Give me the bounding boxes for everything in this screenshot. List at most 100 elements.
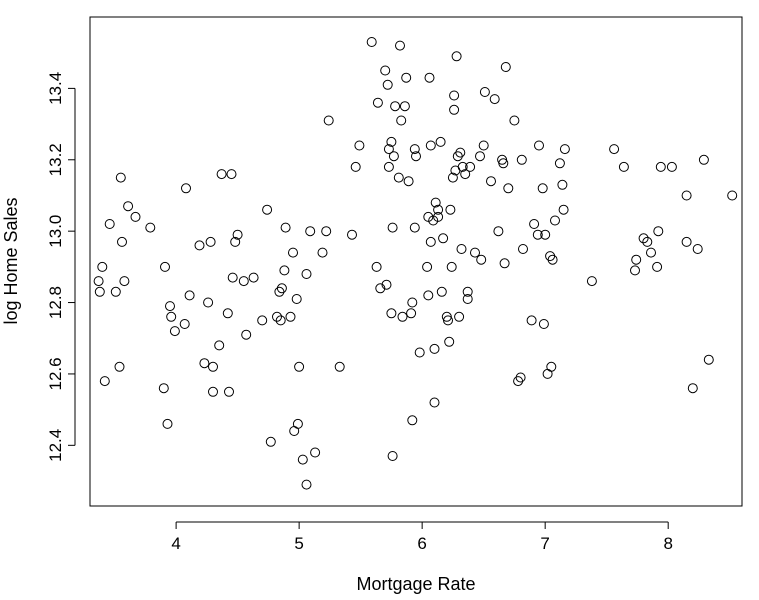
- data-point: [285, 311, 296, 322]
- data-point: [166, 311, 177, 322]
- data-point: [248, 272, 259, 283]
- data-point: [274, 286, 285, 297]
- data-point: [119, 276, 130, 287]
- data-point: [386, 308, 397, 319]
- data-point: [158, 383, 169, 394]
- data-point: [386, 136, 397, 147]
- data-point: [455, 147, 466, 158]
- data-point: [275, 315, 286, 326]
- data-point: [407, 415, 418, 426]
- data-point: [354, 140, 365, 151]
- data-point: [618, 161, 629, 172]
- data-point: [321, 226, 332, 237]
- data-point: [454, 311, 465, 322]
- data-point: [532, 229, 543, 240]
- data-point: [181, 183, 191, 194]
- data-point: [310, 447, 321, 458]
- data-point: [208, 361, 218, 372]
- data-point: [383, 161, 394, 172]
- data-point: [94, 286, 105, 297]
- y-tick-label: 13.4: [46, 72, 65, 105]
- data-point: [279, 265, 290, 276]
- data-point: [130, 211, 141, 222]
- x-tick-label: 5: [294, 534, 303, 553]
- data-point: [537, 183, 548, 194]
- data-point: [540, 229, 551, 240]
- data-point: [334, 361, 345, 372]
- data-point: [292, 418, 303, 429]
- data-point: [226, 169, 237, 180]
- data-point: [145, 222, 156, 233]
- data-point: [203, 297, 214, 308]
- data-point: [179, 319, 190, 329]
- data-point: [375, 283, 386, 294]
- data-point: [371, 261, 382, 272]
- data-point: [93, 276, 104, 287]
- data-point: [435, 136, 446, 147]
- data-point: [478, 140, 489, 151]
- data-point: [280, 222, 291, 233]
- data-point: [456, 244, 467, 254]
- data-point: [262, 204, 273, 215]
- data-point: [222, 308, 233, 319]
- x-axis: 4 5 6 7 8: [171, 521, 673, 553]
- data-point: [558, 204, 569, 215]
- data-point: [681, 236, 692, 247]
- data-point: [554, 158, 565, 169]
- data-point: [399, 101, 410, 112]
- data-point: [465, 161, 476, 172]
- data-point: [692, 244, 703, 254]
- data-point: [347, 229, 357, 240]
- data-point: [387, 451, 398, 461]
- data-point: [238, 276, 249, 287]
- data-point: [276, 283, 287, 294]
- data-point: [214, 340, 225, 351]
- data-point: [457, 161, 468, 172]
- data-point: [515, 372, 526, 383]
- data-point: [500, 62, 511, 72]
- data-point: [429, 397, 440, 408]
- data-point: [323, 115, 334, 126]
- data-point: [449, 90, 460, 101]
- data-point: [350, 161, 361, 172]
- data-point: [460, 169, 471, 180]
- data-point: [425, 140, 436, 151]
- data-point: [666, 161, 677, 172]
- data-point: [479, 87, 490, 97]
- data-point: [449, 104, 460, 115]
- data-point: [470, 247, 480, 258]
- data-point: [401, 72, 412, 83]
- data-point: [294, 361, 305, 372]
- x-axis-label: Mortgage Rate: [356, 574, 475, 594]
- data-point: [387, 222, 398, 233]
- data-point: [652, 261, 663, 272]
- data-point: [513, 376, 524, 387]
- data-point: [388, 151, 399, 162]
- data-point: [160, 261, 170, 272]
- data-point: [433, 204, 444, 215]
- data-point: [486, 176, 496, 187]
- data-point: [542, 368, 553, 379]
- data-point: [518, 244, 528, 254]
- data-point: [114, 361, 125, 372]
- data-point: [411, 151, 421, 162]
- data-point: [115, 172, 126, 183]
- data-point: [538, 319, 549, 329]
- data-point: [438, 233, 449, 244]
- data-point: [447, 172, 458, 183]
- data-point: [366, 37, 377, 47]
- data-point: [646, 247, 656, 258]
- data-point: [288, 247, 298, 258]
- data-point: [390, 101, 401, 112]
- y-tick-label: 13.2: [46, 143, 65, 176]
- data-point: [301, 479, 312, 490]
- data-point: [631, 254, 642, 265]
- data-point: [526, 315, 537, 326]
- data-point: [393, 172, 404, 183]
- data-point: [423, 290, 434, 301]
- data-point: [169, 326, 180, 337]
- data-point: [493, 226, 504, 237]
- data-point: [557, 179, 568, 190]
- data-point: [446, 261, 457, 272]
- data-point: [547, 254, 558, 265]
